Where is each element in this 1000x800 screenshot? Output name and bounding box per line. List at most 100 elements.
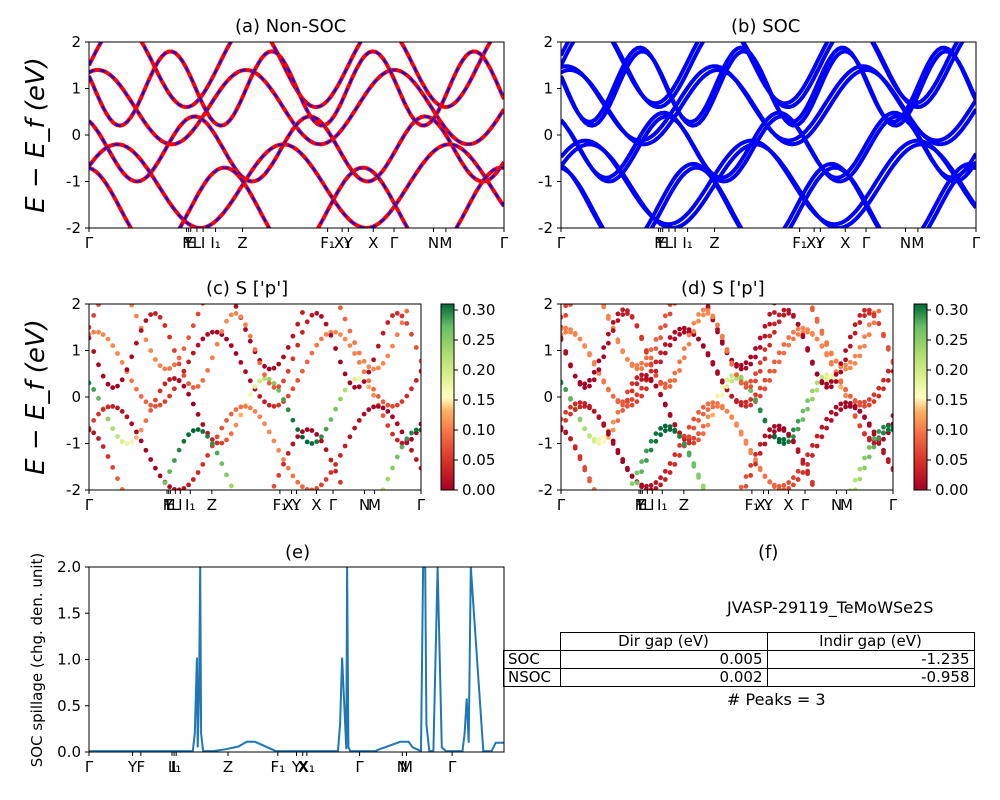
scatter-point bbox=[596, 371, 602, 376]
scatter-point bbox=[776, 319, 782, 325]
panel-e-x-tick-label: Y bbox=[127, 758, 138, 776]
panel-b-x-tick-label: N bbox=[900, 234, 911, 252]
scatter-point bbox=[781, 342, 787, 347]
scatter-point bbox=[885, 378, 891, 383]
scatter-point bbox=[819, 374, 825, 380]
scatter-point bbox=[195, 470, 201, 475]
scatter-point bbox=[629, 397, 635, 402]
table-row: NSOC 0.002 -0.958 bbox=[503, 668, 975, 687]
series-line-soc bbox=[561, 142, 976, 228]
panel-a-ylabel: E − E_f (eV) bbox=[21, 57, 51, 213]
scatter-point bbox=[219, 425, 225, 431]
scatter-point bbox=[862, 431, 867, 436]
scatter-point bbox=[691, 416, 697, 422]
scatter-point bbox=[847, 334, 853, 340]
scatter-point bbox=[653, 359, 659, 365]
scatter-point bbox=[791, 283, 796, 288]
scatter-point bbox=[629, 474, 635, 479]
scatter-point bbox=[172, 376, 177, 381]
scatter-point bbox=[686, 424, 692, 430]
scatter-point bbox=[572, 401, 578, 407]
scatter-point bbox=[271, 385, 277, 390]
panel-d-x-tick-label: F₁ bbox=[745, 496, 760, 514]
scatter-point bbox=[399, 399, 405, 404]
scatter-point bbox=[677, 326, 682, 332]
scatter-point bbox=[181, 346, 187, 352]
scatter-point bbox=[119, 377, 125, 383]
panel-c-x-tick-label: E bbox=[166, 496, 175, 514]
scatter-point bbox=[843, 400, 848, 405]
scatter-point bbox=[819, 379, 825, 384]
scatter-point bbox=[153, 397, 158, 403]
scatter-point bbox=[328, 417, 334, 422]
scatter-point bbox=[700, 485, 706, 490]
scatter-point bbox=[394, 402, 400, 408]
scatter-point bbox=[190, 323, 196, 329]
scatter-point bbox=[247, 333, 253, 339]
panel-a-x-tick-label: N bbox=[428, 234, 439, 252]
scatter-point bbox=[233, 304, 239, 309]
scatter-point bbox=[190, 428, 196, 434]
scatter-point bbox=[630, 491, 635, 496]
scatter-point bbox=[214, 434, 220, 440]
scatter-point bbox=[390, 431, 395, 437]
scatter-point bbox=[266, 376, 272, 382]
series-line-soc bbox=[561, 138, 976, 227]
scatter-point bbox=[271, 403, 277, 409]
panel-c-x-tick-label: F bbox=[163, 496, 172, 514]
scatter-point bbox=[262, 376, 267, 381]
panel-d-y-tick-label: 0 bbox=[543, 388, 553, 406]
scatter-point bbox=[767, 311, 773, 317]
scatter-point bbox=[757, 408, 763, 414]
scatter-point bbox=[800, 470, 806, 475]
scatter-point bbox=[862, 313, 867, 318]
scatter-point bbox=[681, 442, 687, 448]
scatter-point bbox=[409, 299, 414, 304]
scatter-point bbox=[639, 372, 644, 378]
scatter-point bbox=[634, 392, 640, 398]
scatter-point bbox=[833, 379, 839, 384]
scatter-point bbox=[634, 366, 640, 372]
scatter-point bbox=[762, 418, 768, 424]
scatter-point bbox=[881, 436, 886, 442]
scatter-point bbox=[772, 433, 777, 439]
scatter-point bbox=[606, 316, 611, 321]
scatter-point bbox=[342, 371, 348, 377]
scatter-point bbox=[200, 378, 206, 383]
scatter-point bbox=[705, 414, 711, 420]
scatter-point bbox=[753, 392, 758, 398]
scatter-point bbox=[233, 351, 239, 356]
scatter-point bbox=[634, 323, 640, 329]
scatter-point bbox=[700, 307, 706, 313]
scatter-point bbox=[776, 427, 782, 432]
scatter-point bbox=[153, 403, 158, 409]
scatter-point bbox=[857, 344, 863, 350]
scatter-point bbox=[667, 304, 673, 307]
scatter-point bbox=[105, 454, 111, 459]
scatter-point bbox=[257, 378, 263, 384]
scatter-point bbox=[157, 473, 163, 479]
scatter-point bbox=[214, 329, 220, 335]
scatter-point bbox=[167, 393, 173, 399]
scatter-point bbox=[91, 387, 97, 392]
scatter-point bbox=[644, 355, 649, 361]
scatter-point bbox=[677, 332, 682, 337]
scatter-point bbox=[805, 471, 810, 477]
scatter-point bbox=[252, 347, 258, 352]
scatter-point bbox=[876, 308, 882, 314]
scatter-point bbox=[781, 307, 787, 313]
panel-b-x-tick-label: X bbox=[840, 234, 850, 252]
scatter-point bbox=[710, 404, 716, 410]
scatter-point bbox=[300, 434, 305, 440]
scatter-point bbox=[871, 444, 877, 450]
scatter-point bbox=[228, 343, 234, 348]
scatter-point bbox=[186, 391, 192, 397]
scatter-point bbox=[729, 508, 734, 513]
scatter-point bbox=[738, 484, 744, 490]
scatter-point bbox=[310, 291, 315, 296]
scatter-point bbox=[352, 384, 357, 390]
scatter-point bbox=[319, 283, 324, 288]
panel-d-colorbar-tick-label: 0.25 bbox=[935, 331, 968, 349]
scatter-point bbox=[781, 437, 787, 442]
scatter-point bbox=[577, 336, 583, 342]
